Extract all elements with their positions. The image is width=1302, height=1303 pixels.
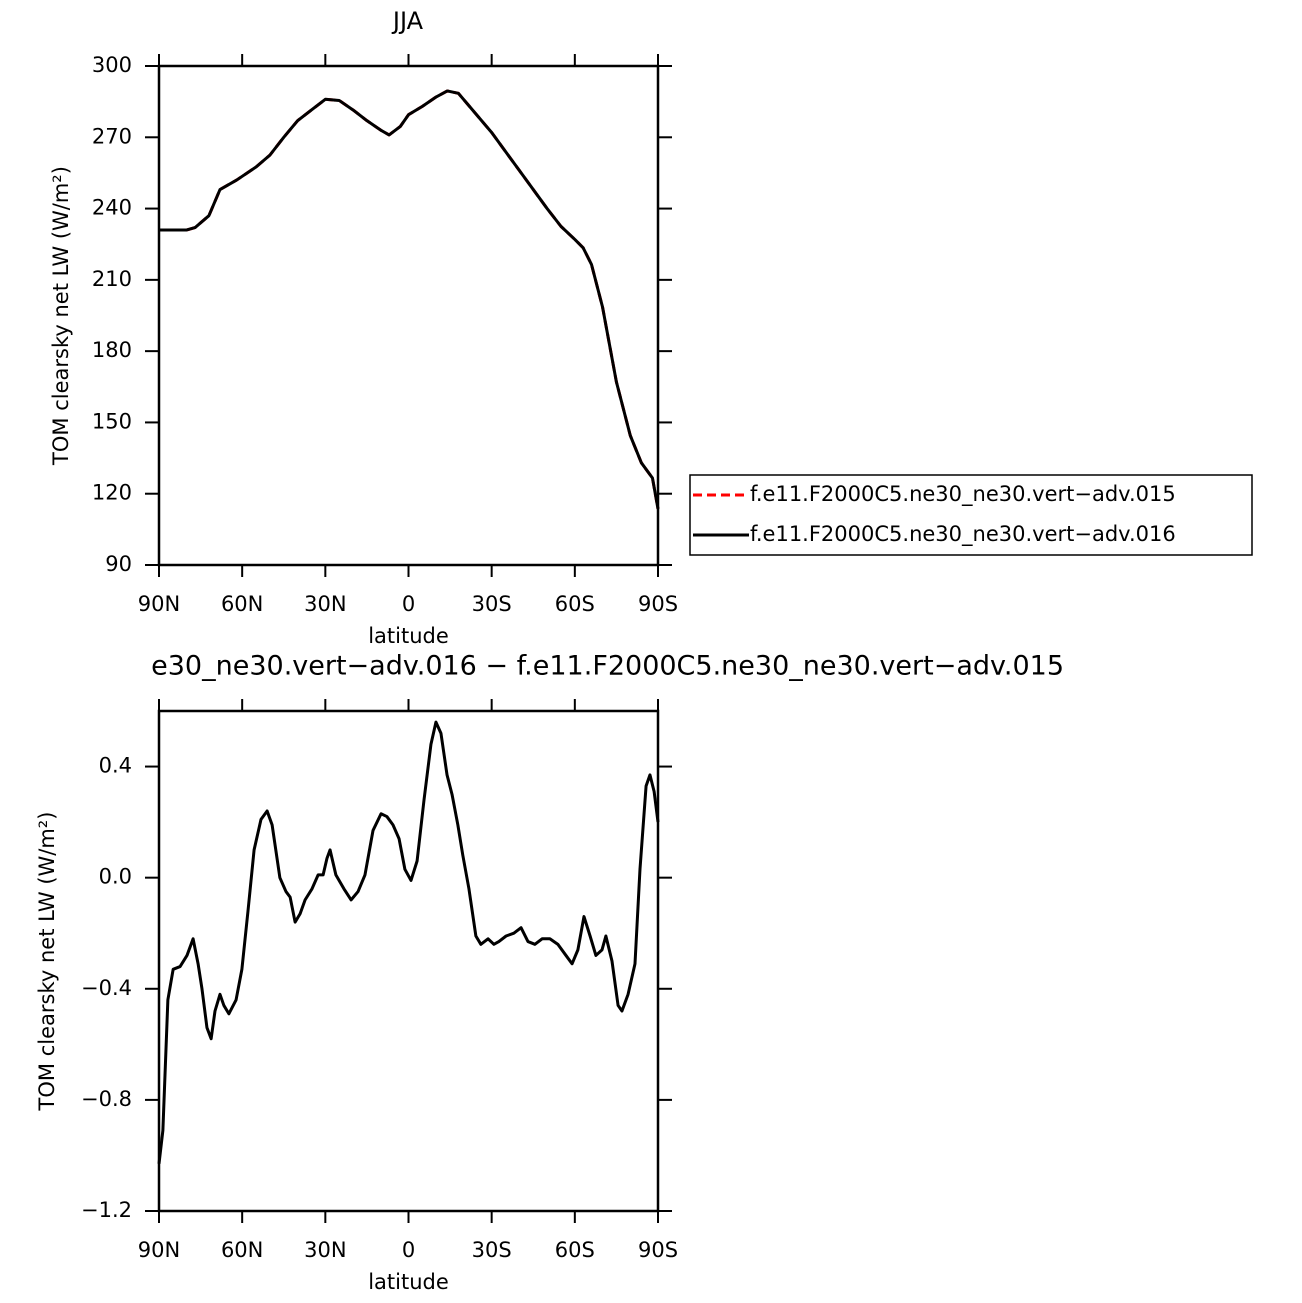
x-axis-label: latitude xyxy=(368,1270,449,1294)
x-tick-label: 90N xyxy=(138,1238,180,1262)
chart-title: JJA xyxy=(391,7,424,35)
y-tick-label: 150 xyxy=(92,409,132,433)
x-tick-label: 60N xyxy=(221,1238,263,1262)
x-tick-label: 90S xyxy=(638,592,678,616)
x-tick-label: 30S xyxy=(472,592,512,616)
legend-label: f.e11.F2000C5.ne30_ne30.vert−adv.015 xyxy=(750,482,1176,507)
legend: f.e11.F2000C5.ne30_ne30.vert−adv.015 f.e1… xyxy=(689,474,1253,556)
y-tick-label: 180 xyxy=(92,338,132,362)
y-tick-label: 0.4 xyxy=(99,754,132,778)
x-tick-label: 60S xyxy=(555,592,595,616)
y-tick-label: 120 xyxy=(92,481,132,505)
x-axis-label: latitude xyxy=(368,624,449,648)
y-tick-label: −1.2 xyxy=(81,1198,132,1222)
x-tick-label: 90S xyxy=(638,1238,678,1262)
y-tick-label: 90 xyxy=(105,552,132,576)
y-axis-label: TOM clearsky net LW (W/m²) xyxy=(35,812,59,1112)
legend-label: f.e11.F2000C5.ne30_ne30.vert−adv.016 xyxy=(750,522,1176,547)
plot-frame xyxy=(157,64,660,567)
legend-box xyxy=(689,474,1253,556)
plot-frame xyxy=(157,709,660,1213)
y-tick-label: −0.8 xyxy=(81,1087,132,1111)
data-line xyxy=(159,89,660,510)
y-tick-label: 240 xyxy=(92,196,132,220)
y-tick-label: 0.0 xyxy=(99,865,132,889)
x-tick-label: 60S xyxy=(555,1238,595,1262)
y-axis-label: TOM clearsky net LW (W/m²) xyxy=(49,166,73,466)
x-tick-label: 0 xyxy=(402,1238,415,1262)
y-tick-label: 300 xyxy=(92,53,132,77)
x-tick-label: 30S xyxy=(472,1238,512,1262)
data-line xyxy=(157,720,660,1164)
x-tick-label: 30N xyxy=(304,1238,346,1262)
chart-title: e30_ne30.vert−adv.016 − f.e11.F2000C5.ne… xyxy=(151,651,1064,682)
x-tick-label: 0 xyxy=(402,592,415,616)
y-tick-label: 210 xyxy=(92,267,132,291)
x-tick-label: 30N xyxy=(304,592,346,616)
y-tick-label: −0.4 xyxy=(81,976,132,1000)
x-tick-label: 60N xyxy=(221,592,263,616)
y-tick-label: 270 xyxy=(92,124,132,148)
x-tick-label: 90N xyxy=(138,592,180,616)
